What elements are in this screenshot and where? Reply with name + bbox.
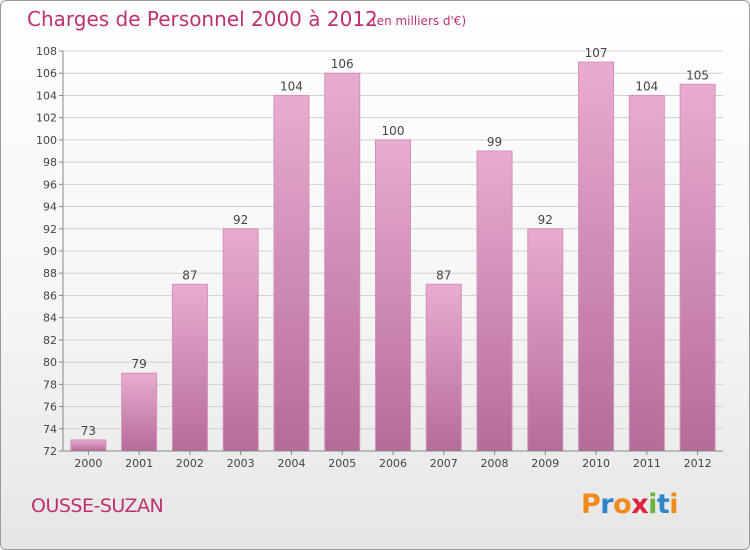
- y-tick-label: 96: [43, 178, 57, 191]
- bar-2008[interactable]: [476, 150, 513, 452]
- x-tick-label-2009: 2009: [531, 457, 559, 470]
- bar-2005[interactable]: [324, 72, 361, 452]
- value-label-2012: 105: [686, 68, 709, 82]
- value-label-2007: 87: [436, 268, 451, 282]
- y-tick-label: 106: [36, 67, 57, 80]
- y-tick-label: 102: [36, 112, 57, 125]
- value-label-2000: 73: [81, 424, 96, 438]
- x-tick-label-2003: 2003: [227, 457, 255, 470]
- logo-letter: r: [600, 489, 614, 520]
- y-tick-label: 88: [43, 267, 57, 280]
- x-tick-label-2010: 2010: [582, 457, 610, 470]
- y-tick-label: 94: [43, 201, 57, 214]
- y-tick-label: 84: [43, 312, 57, 325]
- x-tick-label-2012: 2012: [684, 457, 712, 470]
- y-tick-label: 82: [43, 334, 57, 347]
- x-tick-label-2006: 2006: [379, 457, 407, 470]
- y-tick-label: 76: [43, 401, 57, 414]
- y-tick-label: 80: [43, 356, 57, 369]
- value-label-2003: 92: [233, 213, 248, 227]
- x-tick-label-2001: 2001: [125, 457, 153, 470]
- x-tick-label-2000: 2000: [74, 457, 102, 470]
- x-tick-label-2011: 2011: [633, 457, 661, 470]
- logo-letter: P: [581, 489, 601, 520]
- x-tick-label-2004: 2004: [277, 457, 305, 470]
- bar-2007[interactable]: [425, 283, 462, 452]
- bar-2002[interactable]: [171, 283, 208, 452]
- bar-2004[interactable]: [273, 94, 310, 452]
- bar-2006[interactable]: [375, 139, 411, 452]
- value-label-2006: 100: [382, 124, 405, 138]
- value-label-2005: 106: [331, 57, 354, 71]
- value-label-2002: 87: [182, 268, 197, 282]
- y-tick-label: 90: [43, 245, 57, 258]
- logo-letter: o: [613, 489, 632, 520]
- value-label-2001: 79: [132, 357, 147, 371]
- bar-2003[interactable]: [222, 228, 259, 452]
- logo-letter: t: [656, 489, 670, 520]
- logo-letter: i: [669, 489, 679, 520]
- y-tick-label: 100: [36, 134, 57, 147]
- y-tick-label: 78: [43, 378, 57, 391]
- y-tick-label: 92: [43, 223, 57, 236]
- proxiti-logo[interactable]: Proxiti: [581, 489, 679, 520]
- value-label-2009: 92: [538, 213, 553, 227]
- x-tick-label-2007: 2007: [430, 457, 458, 470]
- chart-subtitle: (en milliers d'€): [372, 14, 467, 28]
- axis-layer: 72 74 76 78 80 82 84 86 88 90 92 94 96 98 100 102 104 106…: [36, 45, 723, 470]
- y-tick-label: 104: [36, 89, 57, 102]
- commune-name: OUSSE-SUZAN: [31, 495, 164, 517]
- logo-letter: i: [648, 489, 657, 520]
- bar-2009[interactable]: [527, 228, 564, 452]
- bar-2012[interactable]: [679, 83, 716, 452]
- value-label-2010: 107: [585, 46, 608, 60]
- x-tick-label-2002: 2002: [176, 457, 204, 470]
- y-tick-label: 72: [43, 445, 57, 458]
- bar-2000[interactable]: [70, 439, 107, 452]
- value-label-2008: 99: [487, 135, 502, 149]
- bar-2001[interactable]: [121, 372, 158, 452]
- value-label-2011: 104: [635, 79, 658, 93]
- value-label-2004: 104: [280, 79, 303, 93]
- labels-layer: 73 79 87 92 104 106 100 87 99 92 107 104 105: [81, 46, 709, 438]
- y-tick-label: 86: [43, 289, 57, 302]
- x-tick-label-2008: 2008: [481, 457, 509, 470]
- bar-2010[interactable]: [578, 61, 615, 452]
- bar-2011[interactable]: [628, 94, 665, 452]
- y-tick-label: 74: [43, 423, 57, 436]
- x-tick-label-2005: 2005: [328, 457, 356, 470]
- logo-letter: x: [631, 489, 649, 520]
- bars-layer: [70, 61, 716, 452]
- y-tick-label: 108: [36, 45, 57, 58]
- y-tick-label: 98: [43, 156, 57, 169]
- chart-title: Charges de Personnel 2000 à 2012: [27, 7, 378, 31]
